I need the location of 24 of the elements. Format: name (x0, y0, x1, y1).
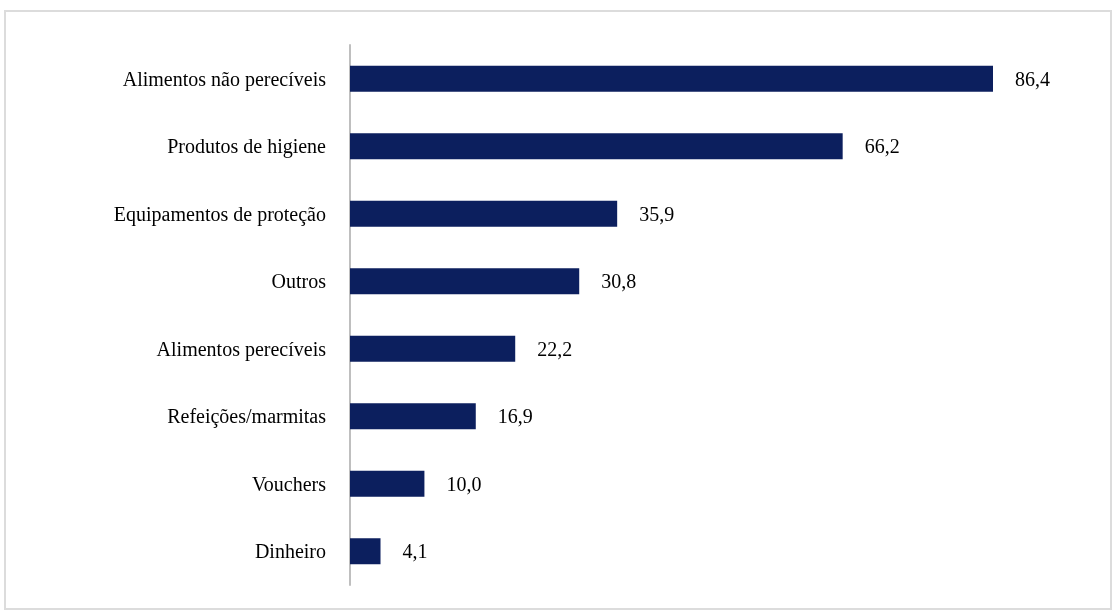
y-tick-label: Dinheiro (254, 540, 326, 563)
bar (350, 470, 425, 497)
y-tick-label: Outros (271, 270, 327, 293)
bar (350, 538, 381, 565)
bar (350, 403, 476, 430)
bar (350, 268, 580, 295)
data-label: 35,9 (639, 202, 675, 225)
data-label: 10,0 (446, 472, 482, 495)
data-label: 66,2 (864, 135, 900, 158)
bar (350, 133, 843, 160)
bar (350, 335, 516, 362)
data-label: 4,1 (402, 540, 428, 563)
y-tick-label: Refeições/marmitas (167, 405, 327, 429)
bar (350, 65, 993, 92)
y-tick-label: Vouchers (251, 472, 327, 495)
data-label: 30,8 (601, 270, 637, 293)
data-label: 86,4 (1015, 67, 1050, 90)
y-tick-label: Produtos de higiene (167, 135, 327, 159)
data-label: 22,2 (537, 337, 573, 360)
y-tick-label: Alimentos não perecíveis (122, 67, 327, 91)
data-label: 16,9 (497, 405, 533, 428)
y-tick-label: Alimentos perecíveis (156, 337, 327, 361)
bar (350, 200, 618, 227)
y-tick-label: Equipamentos de proteção (113, 202, 326, 226)
